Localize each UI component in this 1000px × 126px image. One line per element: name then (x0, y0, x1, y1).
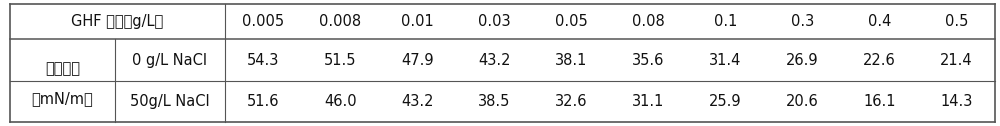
Text: 32.6: 32.6 (555, 94, 588, 109)
Text: 0.5: 0.5 (945, 14, 968, 29)
Text: 0.005: 0.005 (242, 14, 285, 29)
Text: （mN/m）: （mN/m） (32, 91, 93, 106)
Text: 43.2: 43.2 (478, 53, 511, 68)
Text: 22.6: 22.6 (863, 53, 896, 68)
Text: 0.08: 0.08 (632, 14, 665, 29)
Text: 0.03: 0.03 (478, 14, 511, 29)
Text: 0.05: 0.05 (555, 14, 588, 29)
Text: 51.5: 51.5 (324, 53, 357, 68)
Text: 20.6: 20.6 (786, 94, 819, 109)
Text: 31.1: 31.1 (632, 94, 665, 109)
Text: 31.4: 31.4 (709, 53, 742, 68)
Text: 50g/L NaCl: 50g/L NaCl (130, 94, 210, 109)
Text: 表面张力: 表面张力 (45, 61, 80, 76)
Text: 47.9: 47.9 (401, 53, 434, 68)
Text: 0.1: 0.1 (714, 14, 737, 29)
Text: 16.1: 16.1 (863, 94, 896, 109)
Text: 21.4: 21.4 (940, 53, 973, 68)
Text: 0.01: 0.01 (401, 14, 434, 29)
Text: GHF 浓度（g/L）: GHF 浓度（g/L） (71, 14, 164, 29)
Text: 0.008: 0.008 (319, 14, 362, 29)
Text: 35.6: 35.6 (632, 53, 665, 68)
Text: 14.3: 14.3 (940, 94, 973, 109)
Text: 43.2: 43.2 (401, 94, 434, 109)
Text: 51.6: 51.6 (247, 94, 280, 109)
Text: 38.5: 38.5 (478, 94, 511, 109)
Text: 38.1: 38.1 (555, 53, 588, 68)
Text: 0.4: 0.4 (868, 14, 891, 29)
Text: 54.3: 54.3 (247, 53, 280, 68)
Text: 46.0: 46.0 (324, 94, 357, 109)
Text: 26.9: 26.9 (786, 53, 819, 68)
Text: 25.9: 25.9 (709, 94, 742, 109)
Text: 0.3: 0.3 (791, 14, 814, 29)
Text: 0 g/L NaCl: 0 g/L NaCl (132, 53, 207, 68)
